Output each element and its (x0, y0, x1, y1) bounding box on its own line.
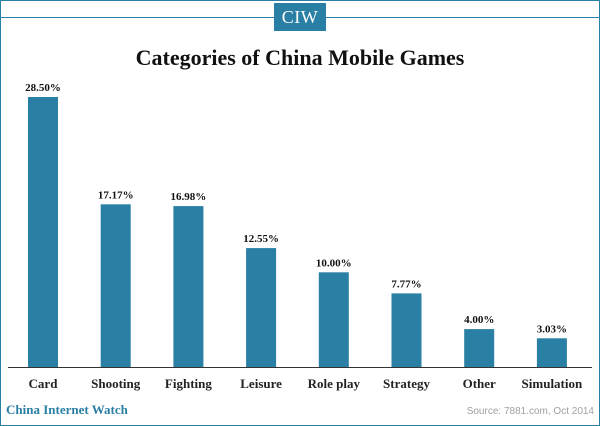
data-label: 10.00% (316, 257, 352, 269)
data-label: 28.50% (25, 82, 61, 94)
footer-brand: China Internet Watch (6, 402, 128, 417)
category-label: Strategy (383, 376, 430, 391)
category-label: Shooting (91, 376, 141, 391)
category-label: Leisure (240, 376, 282, 391)
bar-fighting (173, 206, 204, 367)
chart-title: Categories of China Mobile Games (135, 45, 465, 70)
data-label: 12.55% (243, 233, 279, 245)
category-label: Card (29, 376, 59, 391)
category-label: Other (463, 376, 496, 391)
bar-other (464, 329, 495, 367)
bar-shooting (100, 204, 131, 367)
bar-strategy (391, 293, 422, 367)
category-label: Fighting (165, 376, 212, 391)
bar-simulation (536, 338, 567, 367)
bar-card (28, 97, 58, 367)
data-label: 7.77% (391, 278, 421, 290)
footer-source: Source: 7881.com, Oct 2014 (466, 406, 594, 417)
data-label: 17.17% (98, 189, 134, 201)
data-label: 16.98% (171, 191, 207, 203)
category-label: Simulation (522, 376, 583, 391)
data-label: 3.03% (537, 323, 567, 335)
data-label: 4.00% (464, 314, 494, 326)
ciw-logo: CIW (274, 3, 326, 31)
bar-role-play (318, 272, 349, 367)
category-label: Role play (308, 376, 361, 391)
bar-leisure (246, 248, 277, 367)
